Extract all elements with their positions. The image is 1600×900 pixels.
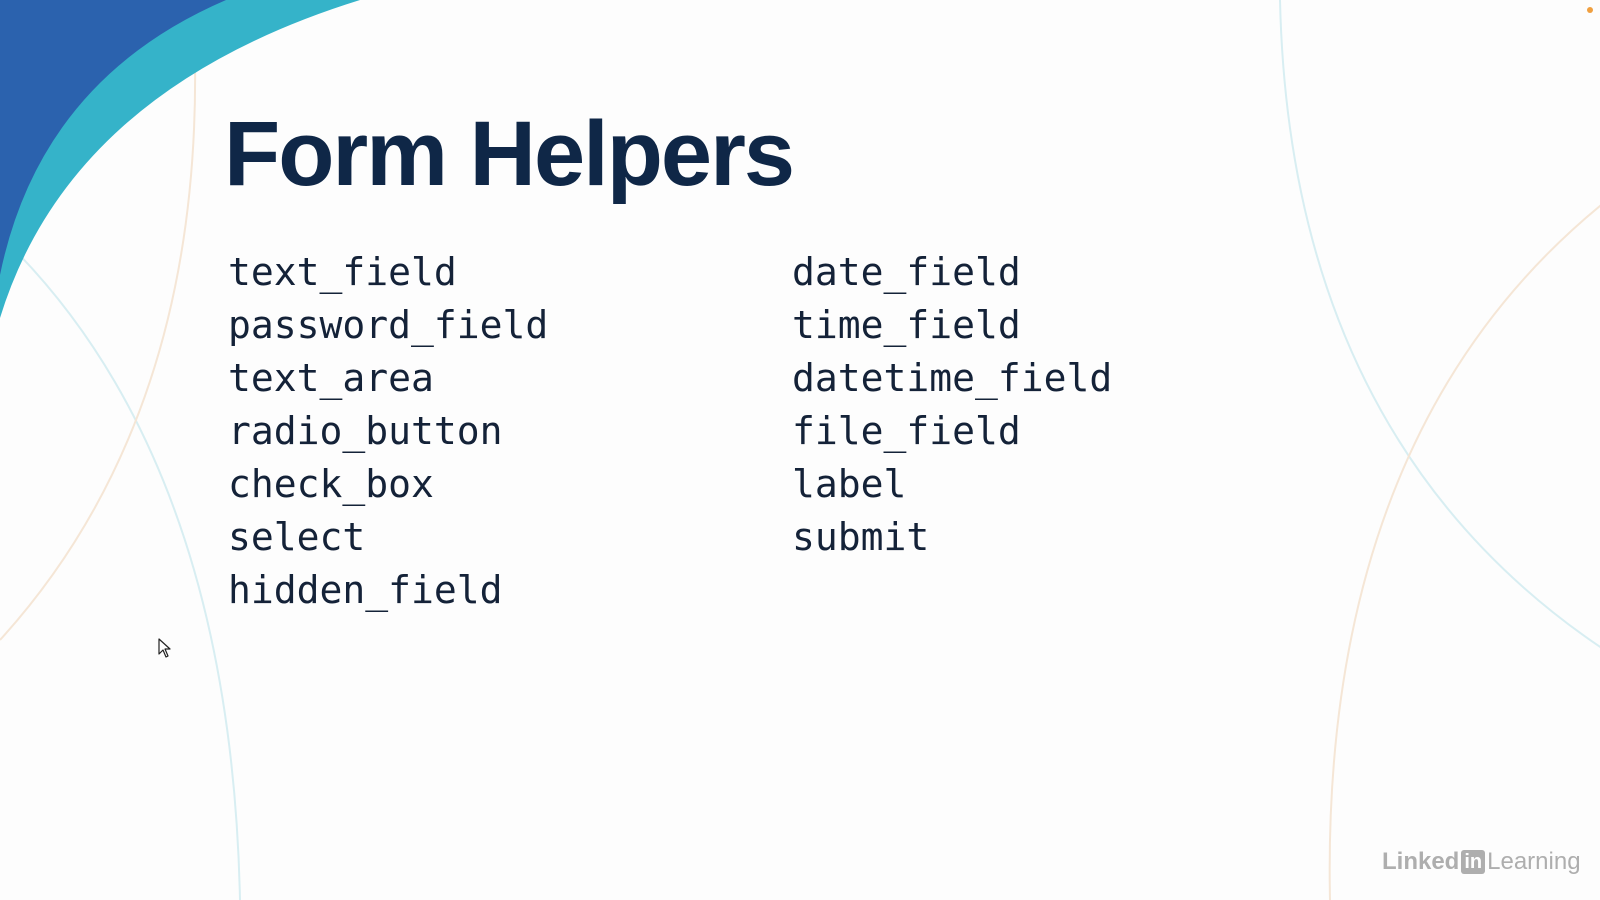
list-item: date_field	[792, 250, 1021, 294]
list-item: file_field	[792, 409, 1021, 453]
decor-dot	[1587, 7, 1593, 13]
list-item: submit	[792, 515, 930, 559]
decor-arc-left-peach	[0, 59, 197, 641]
decor-swoosh-blue	[0, 0, 226, 275]
linkedin-learning-watermark: Linked in Learning	[1382, 848, 1581, 876]
decor-arc-left-teal	[0, 234, 241, 900]
list-item: check_box	[228, 462, 434, 506]
list-item: hidden_field	[228, 568, 503, 612]
watermark-badge: in	[1461, 850, 1486, 874]
list-item: datetime_field	[792, 356, 1113, 400]
list-item: text_field	[228, 250, 457, 294]
list-item: select	[228, 515, 366, 559]
watermark-suffix: Learning	[1487, 848, 1581, 875]
list-item: password_field	[228, 303, 549, 347]
list-item: time_field	[792, 303, 1021, 347]
list-item: text_area	[228, 356, 434, 400]
mouse-pointer-icon	[158, 638, 171, 658]
helpers-list-left: text_field password_field text_area radi…	[228, 246, 548, 617]
list-item: radio_button	[228, 409, 503, 453]
slide-title: Form Helpers	[224, 103, 795, 205]
list-item: label	[792, 462, 907, 506]
decor-arc-right-peach	[1328, 204, 1600, 900]
watermark-prefix: Linked	[1382, 848, 1460, 875]
decor-arc-right-teal	[1279, 0, 1600, 649]
helpers-list-right: date_field time_field datetime_field fil…	[792, 246, 1112, 564]
